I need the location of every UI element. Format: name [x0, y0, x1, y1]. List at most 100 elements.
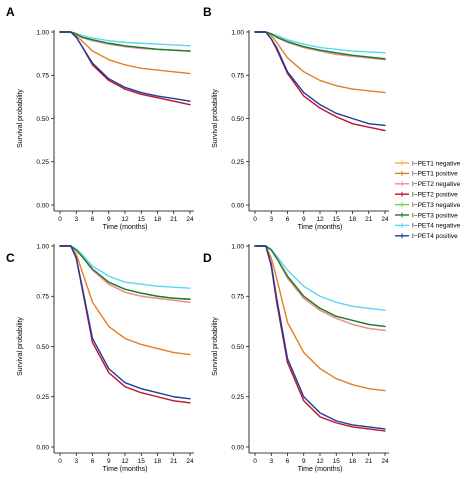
legend-item-pet4-neg: I−PET4 negative [395, 223, 461, 230]
series-line-a-pet4-pos [59, 31, 191, 102]
x-tick-label: 18 [154, 216, 162, 223]
x-tick-label: 12 [121, 216, 129, 223]
legend-label: I−PET4 negative [412, 223, 461, 230]
y-tick-label: 0.00 [36, 444, 49, 451]
series-line-c-pet4-pos [59, 245, 191, 400]
x-tick-label: 6 [91, 458, 95, 465]
x-tick-label: 21 [170, 458, 178, 465]
x-tick-label: 21 [365, 216, 373, 223]
x-tick-label: 18 [154, 458, 162, 465]
x-axis-title: Time (months) [103, 224, 148, 231]
series-line-b-pet4-pos [254, 31, 386, 127]
x-tick-label: 9 [107, 216, 111, 223]
x-tick-label: 15 [138, 458, 146, 465]
x-tick-label: 24 [186, 458, 194, 465]
legend-label: I−PET3 positive [412, 212, 458, 219]
series-line-d-pet2-pos [254, 245, 386, 432]
x-tick-label: 15 [333, 458, 341, 465]
x-tick-label: 9 [302, 216, 306, 223]
y-tick-label: 0.00 [231, 202, 244, 209]
x-tick-label: 12 [316, 458, 324, 465]
legend-label: I−PET3 negative [412, 202, 461, 209]
x-tick-label: 6 [286, 458, 290, 465]
legend: I−PET1 negative I−PET1 positive I−PET2 neg… [395, 160, 461, 240]
y-tick-label: 0.50 [231, 116, 244, 123]
series-line-c-pet4-neg [59, 245, 191, 289]
y-tick-label: 0.25 [231, 159, 244, 166]
y-tick-label: 1.00 [231, 29, 244, 36]
y-axis-title: Survival probability [17, 317, 24, 376]
x-axis-title: Time (months) [298, 224, 343, 231]
x-tick-label: 3 [74, 458, 78, 465]
panel-letter-c: C [6, 251, 15, 265]
x-tick-label: 24 [186, 216, 194, 223]
x-axis-title: Time (months) [298, 466, 343, 473]
x-tick-label: 6 [286, 216, 290, 223]
legend-item-pet1-pos: I−PET1 positive [395, 171, 458, 178]
panel-a: A 0.00 0.25 0.50 0.75 1.00 0 3 6 9 12 15 18 21 24 Time … [6, 5, 194, 231]
x-tick-label: 0 [58, 458, 62, 465]
x-tick-label: 21 [365, 458, 373, 465]
x-tick-label: 0 [58, 216, 62, 223]
y-tick-label: 0.00 [231, 444, 244, 451]
x-tick-label: 18 [349, 458, 357, 465]
legend-label: I−PET4 positive [412, 233, 458, 240]
x-tick-label: 3 [269, 216, 273, 223]
series-line-a-pet3-pos [59, 31, 191, 52]
series-line-a-pet1-pos [59, 31, 191, 75]
x-tick-label: 3 [269, 458, 273, 465]
series-line-c-pet3-pos [59, 245, 191, 300]
y-tick-label: 0.75 [36, 294, 49, 301]
legend-label: I−PET2 negative [412, 181, 461, 188]
x-tick-label: 21 [170, 216, 178, 223]
x-tick-label: 3 [74, 216, 78, 223]
y-tick-label: 0.25 [36, 159, 49, 166]
x-tick-label: 15 [333, 216, 341, 223]
panel-letter-d: D [203, 251, 212, 265]
series-line-b-pet1-pos [254, 31, 386, 94]
legend-item-pet1-neg: I−PET1 negative [395, 160, 461, 167]
y-tick-label: 0.00 [36, 202, 49, 209]
y-axis-title: Survival probability [212, 89, 219, 148]
x-tick-label: 0 [253, 458, 257, 465]
y-axis-title: Survival probability [212, 317, 219, 376]
y-tick-label: 1.00 [231, 243, 244, 250]
series-line-d-pet1-pos [254, 245, 386, 392]
panel-d: D 0.00 0.25 0.50 0.75 1.00 0 3 6 9 12 15 18 21 24 Time … [203, 243, 389, 473]
legend-label: I−PET2 positive [412, 192, 458, 199]
series-line-d-pet4-pos [254, 245, 386, 430]
y-tick-label: 0.75 [36, 73, 49, 80]
y-tick-label: 1.00 [36, 243, 49, 250]
series-line-d-pet3-pos [254, 245, 386, 328]
y-tick-label: 0.25 [231, 394, 244, 401]
y-axis-title: Survival probability [17, 89, 24, 148]
y-tick-label: 0.50 [36, 344, 49, 351]
x-tick-label: 24 [381, 458, 389, 465]
x-tick-label: 9 [107, 458, 111, 465]
x-tick-label: 12 [121, 458, 129, 465]
series-line-b-pet2-pos [254, 31, 386, 132]
x-tick-label: 15 [138, 216, 146, 223]
series-line-c-pet1-pos [59, 245, 191, 356]
panel-c: C 0.00 0.25 0.50 0.75 1.00 0 3 6 9 12 15 18 21 24 Time … [6, 243, 194, 473]
x-tick-label: 0 [253, 216, 257, 223]
legend-label: I−PET1 positive [412, 171, 458, 178]
y-tick-label: 0.50 [231, 344, 244, 351]
panel-letter-a: A [6, 5, 15, 19]
series-line-b-pet3-pos [254, 31, 386, 60]
legend-item-pet2-pos: I−PET2 positive [395, 192, 458, 199]
x-tick-label: 6 [91, 216, 95, 223]
y-tick-label: 0.25 [36, 394, 49, 401]
y-tick-label: 0.75 [231, 294, 244, 301]
series-line-c-pet2-pos [59, 245, 191, 404]
legend-label: I−PET1 negative [412, 160, 461, 167]
panel-letter-b: B [203, 5, 212, 19]
panel-b: B 0.00 0.25 0.50 0.75 1.00 0 3 6 9 12 15 18 21 24 Time … [203, 5, 389, 231]
y-tick-label: 0.50 [36, 116, 49, 123]
y-tick-label: 1.00 [36, 29, 49, 36]
x-tick-label: 12 [316, 216, 324, 223]
x-tick-label: 9 [302, 458, 306, 465]
legend-item-pet3-neg: I−PET3 negative [395, 202, 461, 209]
x-axis-title: Time (months) [103, 466, 148, 473]
